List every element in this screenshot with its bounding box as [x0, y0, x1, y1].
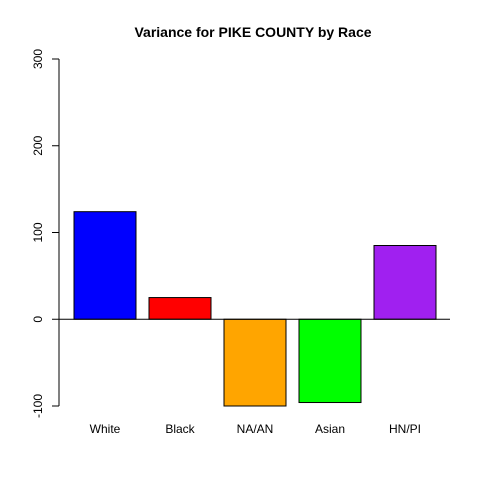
y-tick-label: 0: [31, 316, 45, 323]
y-tick-label: 100: [31, 222, 45, 242]
category-label: HN/PI: [389, 422, 421, 436]
category-label: White: [90, 422, 121, 436]
chart-title: Variance for PIKE COUNTY by Race: [134, 24, 371, 40]
bar-hn-pi: [373, 245, 437, 320]
category-label: Asian: [315, 422, 345, 436]
y-tick-label: 300: [31, 49, 45, 69]
y-tick-label: -100: [31, 394, 45, 418]
bar-na-an: [223, 318, 287, 407]
bar-black: [148, 297, 212, 320]
bar-white: [73, 211, 137, 320]
category-label: Black: [165, 422, 195, 436]
y-tick-label: 200: [31, 135, 45, 155]
category-labels: White Black NA/AN Asian HN/PI: [90, 422, 421, 436]
y-axis: -100 0 100 200 300: [31, 49, 60, 418]
category-label: NA/AN: [237, 422, 274, 436]
bars: [73, 211, 437, 407]
bar-asian: [298, 318, 362, 404]
